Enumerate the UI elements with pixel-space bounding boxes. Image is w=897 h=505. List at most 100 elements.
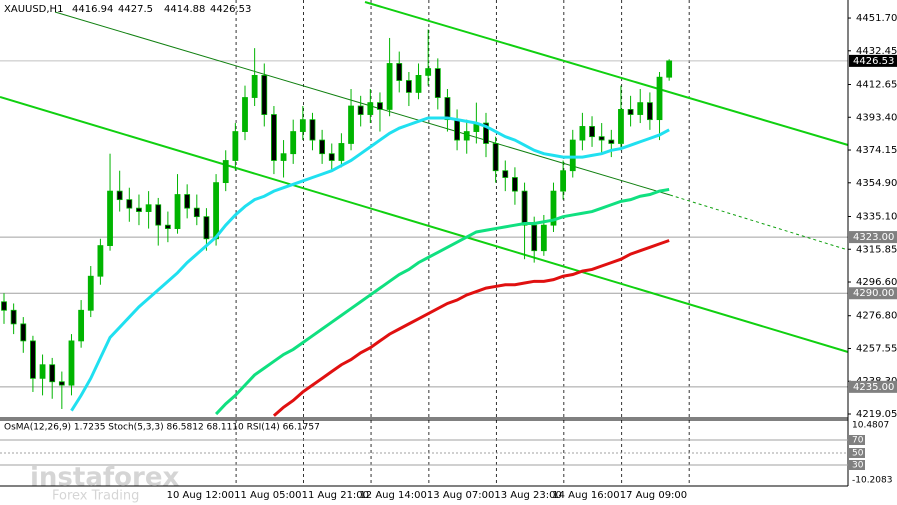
y-tick-label: 4374.15	[856, 145, 897, 156]
candle-body	[386, 63, 393, 110]
candle-body	[30, 340, 36, 379]
level-label: 4290.00	[853, 288, 894, 299]
y-tick-label: 4393.40	[856, 112, 897, 123]
candle-body	[242, 97, 248, 132]
moving-average	[70, 116, 670, 412]
candle-body	[251, 74, 258, 98]
grid-layer	[0, 0, 848, 486]
candle-body	[155, 204, 162, 226]
indicator-panel: 10.4807 70 50 30 -10.2083	[0, 421, 892, 486]
candle-body	[367, 102, 374, 115]
candle-body	[261, 74, 268, 115]
candle-body	[589, 126, 595, 138]
indicator-label-box	[849, 435, 865, 445]
candle-body	[444, 97, 451, 121]
moving-average	[272, 239, 670, 417]
candle-body	[579, 126, 586, 141]
candle-body	[415, 74, 422, 93]
candle-body	[49, 364, 56, 383]
level-label: 4323.00	[853, 232, 894, 243]
candle-body	[666, 60, 673, 78]
candle-body	[145, 204, 152, 212]
level-label-box	[849, 287, 897, 300]
y-tick-label: 4296.60	[856, 277, 897, 288]
candle-body	[87, 275, 94, 311]
candle-body	[560, 170, 567, 192]
candle-body	[357, 105, 364, 115]
moving-average	[214, 187, 670, 416]
candle-body	[608, 139, 615, 144]
candle-body	[184, 194, 191, 209]
y-tick-label: 4412.65	[856, 80, 897, 91]
candle-body	[637, 102, 644, 115]
candle-body	[492, 143, 499, 172]
candle-body	[425, 68, 432, 76]
candle-body	[512, 177, 518, 192]
x-tick-label: 12 Aug 14:00	[359, 490, 426, 501]
header-high: 4427.5	[118, 4, 153, 15]
candle-body	[396, 63, 403, 81]
candle-body	[377, 102, 383, 110]
candle-body	[338, 143, 345, 161]
level-label-box	[849, 231, 897, 244]
candle-body	[299, 119, 306, 132]
candle-body	[521, 190, 528, 226]
candle-body	[1, 301, 7, 311]
candle-body	[68, 340, 75, 386]
x-tick-label: 14 Aug 16:00	[552, 490, 619, 501]
watermark-brand: instaforex	[30, 463, 180, 493]
x-tick-label: 11 Aug 05:00	[234, 490, 301, 501]
indicator-axis-label: 30	[852, 461, 864, 471]
indicator-axis-label: 10.4807	[852, 421, 889, 431]
level-label-box	[849, 380, 897, 393]
indicator-axis-label: 70	[852, 436, 864, 446]
y-tick-label: 4315.85	[856, 244, 897, 255]
candle-body	[348, 105, 354, 144]
candle-body	[174, 194, 181, 229]
y-tick-label: 4451.70	[856, 13, 897, 24]
candle-body	[58, 381, 65, 386]
candle-body	[550, 190, 557, 226]
candle-body	[328, 153, 335, 161]
candle-body	[203, 216, 210, 240]
candle-body	[483, 122, 489, 144]
candle-body	[10, 309, 17, 325]
candle-body	[454, 119, 460, 141]
candle-body	[627, 109, 634, 115]
axis-layer: 4451.70 4432.45 4412.65 4393.40 4374.15 4354.…	[167, 13, 897, 501]
candle-body	[20, 323, 27, 342]
candle-body	[309, 119, 316, 141]
candle-body	[126, 199, 133, 209]
candle-body	[213, 182, 219, 240]
watermark-tagline: Forex Trading	[52, 489, 139, 504]
price-label-box	[849, 54, 897, 67]
candle-body	[164, 224, 171, 229]
candle-body	[463, 131, 470, 141]
header-open: 4416.94	[72, 4, 113, 15]
y-tick-label: 4335.10	[856, 211, 897, 222]
candle-body	[116, 190, 123, 201]
candle-body	[618, 109, 624, 144]
candle-body	[222, 160, 229, 184]
header-low: 4414.88	[164, 4, 205, 15]
indicator-axis-label: 50	[852, 449, 864, 459]
candle-body	[531, 224, 538, 252]
candle-body	[598, 136, 605, 141]
candle-body	[540, 224, 547, 252]
x-tick-label: 13 Aug 23:00	[494, 490, 561, 501]
candle-body	[319, 139, 326, 155]
x-tick-label: 13 Aug 07:00	[427, 490, 494, 501]
candle-body	[39, 364, 46, 379]
candle-body	[405, 80, 412, 93]
candle-body	[280, 153, 287, 161]
candle-body	[434, 68, 441, 98]
y-tick-label: 4219.05	[856, 409, 897, 420]
trend-line-extension	[669, 194, 849, 251]
plot-layer	[1, 29, 673, 417]
trend-line	[54, 11, 671, 196]
candle-body	[656, 76, 663, 121]
x-tick-label: 11 Aug 21:00	[302, 490, 369, 501]
header-close: 4426.53	[210, 4, 251, 15]
